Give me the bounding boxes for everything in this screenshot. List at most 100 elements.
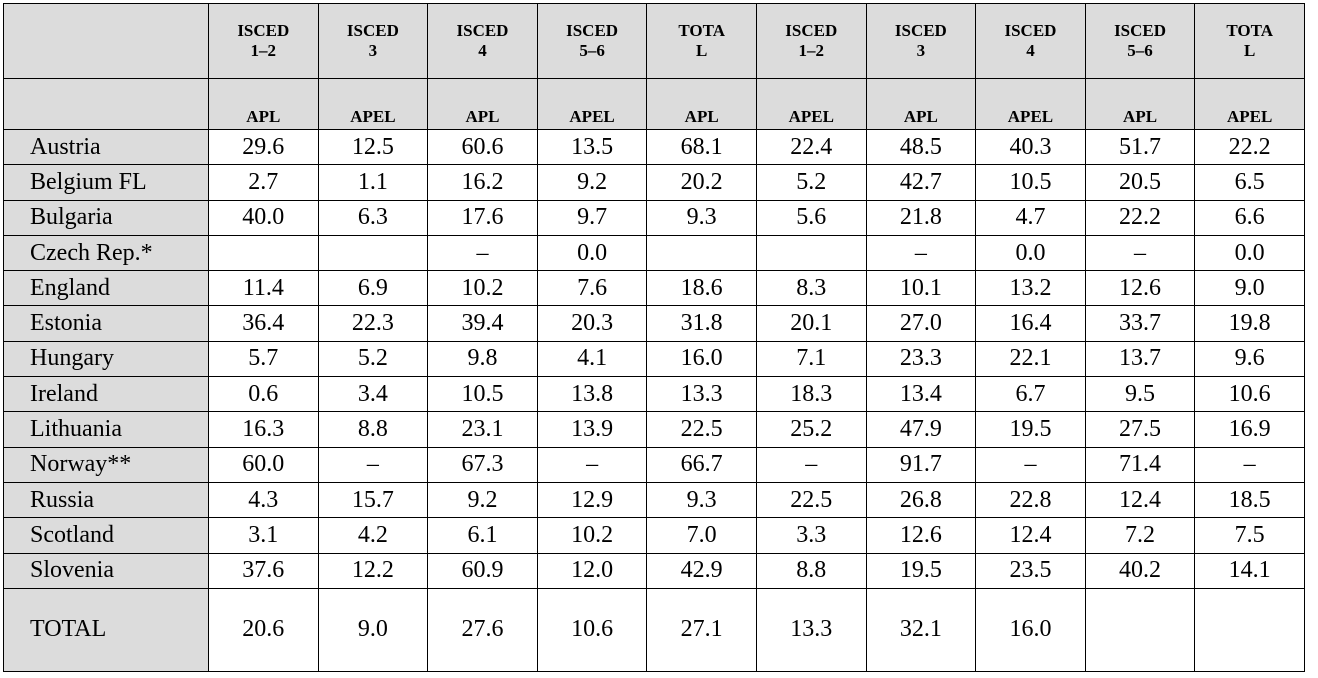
header-line: 4 [1026, 41, 1035, 60]
header-line: ISCED [566, 21, 619, 40]
data-cell: – [427, 234, 538, 272]
data-cell: 22.1 [975, 340, 1086, 378]
row-label: Czech Rep.* [3, 234, 209, 272]
data-cell: 13.3 [755, 587, 867, 672]
header-line: TOTA [1226, 21, 1273, 40]
data-cell: 6.5 [1194, 164, 1305, 201]
data-row: Lithuania 16.3 8.8 23.1 13.9 22.5 25.2 47.9 19.5… [3, 411, 1305, 448]
data-cell: 27.5 [1084, 411, 1196, 448]
data-row: England 11.4 6.9 10.2 7.6 18.6 8.3 10.1 13.2 12.6… [3, 270, 1305, 307]
column-header: ISCED 1–2 [208, 3, 319, 79]
data-row: Estonia 36.4 22.3 39.4 20.3 31.8 20.1 27.0 16.4 3… [3, 305, 1305, 342]
data-cell: 16.0 [975, 587, 1086, 672]
data-cell: 13.7 [1084, 340, 1196, 378]
data-cell: 7.1 [755, 340, 867, 378]
data-cell: 29.6 [208, 128, 319, 166]
data-cell: 40.0 [208, 199, 319, 236]
header-line: 5–6 [1127, 41, 1153, 60]
data-cell: 12.4 [1084, 481, 1196, 519]
data-cell: 68.1 [646, 128, 757, 166]
data-cell: 31.8 [646, 305, 757, 342]
data-cell: 23.3 [865, 340, 977, 378]
data-cell: 4.3 [208, 481, 319, 519]
row-label: Hungary [3, 340, 209, 378]
data-cell: 27.1 [646, 587, 757, 672]
data-row: Russia 4.3 15.7 9.2 12.9 9.3 22.5 26.8 22.8 12.4 1… [3, 481, 1305, 519]
data-cell: 8.3 [755, 270, 867, 307]
empty-cell [646, 234, 757, 272]
data-cell: 60.0 [208, 446, 319, 483]
column-header: ISCED 5–6 [536, 3, 648, 79]
data-cell: 3.1 [208, 517, 319, 554]
data-cell: 9.2 [536, 164, 648, 201]
data-cell: – [536, 446, 648, 483]
data-cell: 9.6 [1194, 340, 1305, 378]
data-cell: 21.8 [865, 199, 977, 236]
column-subheader: APEL [536, 78, 648, 130]
table-body: ISCED 1–2 ISCED 3 ISCED 4 ISCED 5–6 TOTA L ISCED 1–… [3, 3, 1305, 672]
data-cell: 0.0 [536, 234, 648, 272]
data-cell: 10.2 [427, 270, 538, 307]
data-cell: 3.3 [755, 517, 867, 554]
data-cell: 47.9 [865, 411, 977, 448]
data-cell: 12.4 [975, 517, 1086, 554]
data-cell: 9.8 [427, 340, 538, 378]
header-line: ISCED [1004, 21, 1057, 40]
column-subheader: APL [865, 78, 977, 130]
data-cell: 10.2 [536, 517, 648, 554]
column-header: ISCED 3 [317, 3, 429, 79]
column-header: TOTA L [1194, 3, 1305, 79]
data-cell: 18.5 [1194, 481, 1305, 519]
data-cell: – [755, 446, 867, 483]
data-cell: 13.2 [975, 270, 1086, 307]
column-subheader: APL [427, 78, 538, 130]
data-cell: 11.4 [208, 270, 319, 307]
header-line: 3 [916, 41, 926, 60]
data-cell: 39.4 [427, 305, 538, 342]
data-cell: 42.7 [865, 164, 977, 201]
data-cell: 33.7 [1084, 305, 1196, 342]
data-cell: 12.6 [865, 517, 977, 554]
data-row: Scotland 3.1 4.2 6.1 10.2 7.0 3.3 12.6 12.4 7.2 7.… [3, 517, 1305, 554]
data-cell: 7.6 [536, 270, 648, 307]
data-cell: 22.5 [755, 481, 867, 519]
data-cell: 16.0 [646, 340, 757, 378]
data-cell: 0.0 [1194, 234, 1305, 272]
column-subheader: APEL [1194, 78, 1305, 130]
header-row: ISCED 1–2 ISCED 3 ISCED 4 ISCED 5–6 TOTA L ISCED 1–… [3, 3, 1305, 79]
data-cell: 9.0 [317, 587, 429, 672]
data-row: Austria 29.6 12.5 60.6 13.5 68.1 22.4 48.5 40.3 5… [3, 128, 1305, 166]
data-cell: – [865, 234, 977, 272]
data-cell: 0.0 [975, 234, 1086, 272]
row-label: Ireland [3, 376, 209, 413]
data-cell: 26.8 [865, 481, 977, 519]
data-cell: 9.3 [646, 481, 757, 519]
data-cell: 5.2 [317, 340, 429, 378]
row-label: Russia [3, 481, 209, 519]
data-cell: 16.4 [975, 305, 1086, 342]
data-cell: 9.7 [536, 199, 648, 236]
data-cell: 15.7 [317, 481, 429, 519]
header-line: ISCED [237, 21, 290, 40]
data-cell: 23.5 [975, 552, 1086, 589]
data-cell: – [1084, 234, 1196, 272]
row-label: Bulgaria [3, 199, 209, 236]
corner-cell [3, 78, 209, 130]
data-cell: 9.0 [1194, 270, 1305, 307]
data-cell: 20.6 [208, 587, 319, 672]
data-cell: 48.5 [865, 128, 977, 166]
data-row: Bulgaria 40.0 6.3 17.6 9.7 9.3 5.6 21.8 4.7 22.2 6… [3, 199, 1305, 236]
data-cell: 5.7 [208, 340, 319, 378]
subheader-row: APL APEL APL APEL APL APEL APL APEL APL APEL [3, 78, 1305, 130]
data-cell: 10.6 [536, 587, 648, 672]
data-cell: 42.9 [646, 552, 757, 589]
row-label: Norway** [3, 446, 209, 483]
header-line: 1–2 [250, 41, 277, 60]
data-cell: 14.1 [1194, 552, 1305, 589]
data-cell: 60.6 [427, 128, 538, 166]
data-cell: 2.7 [208, 164, 319, 201]
data-cell: 8.8 [317, 411, 429, 448]
data-cell: 19.5 [865, 552, 977, 589]
data-cell: 17.6 [427, 199, 538, 236]
column-subheader: APL [646, 78, 757, 130]
